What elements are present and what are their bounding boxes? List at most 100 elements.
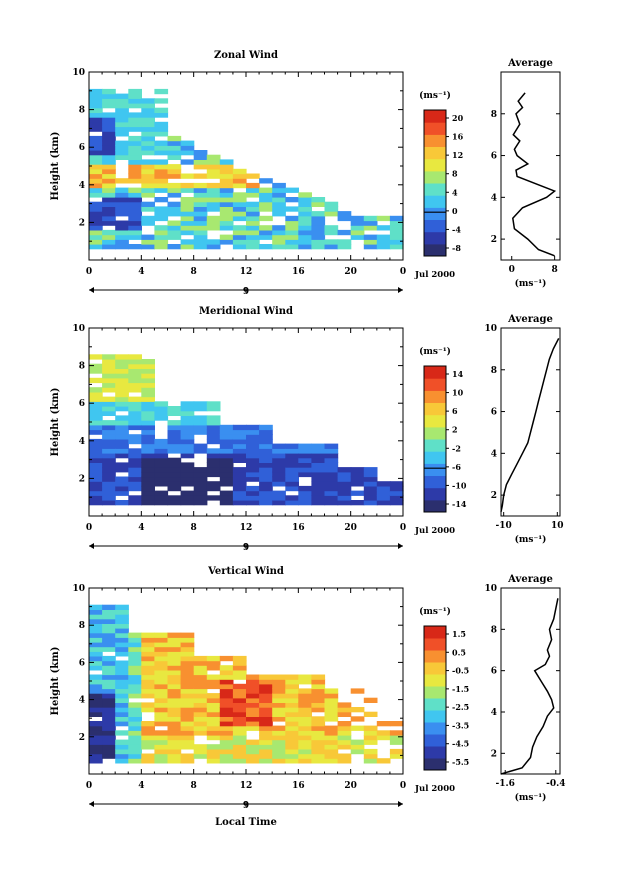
heatmap-cell	[311, 679, 326, 685]
heatmap-cell	[102, 721, 116, 727]
heatmap-cell	[102, 154, 116, 160]
heatmap-cell	[102, 725, 116, 731]
heatmap-cell	[259, 424, 273, 431]
profile-frame	[500, 71, 561, 261]
heatmap-cell	[389, 215, 404, 222]
heatmap-cell	[167, 173, 182, 179]
heatmap-cell	[167, 753, 182, 759]
heatmap-cell	[324, 457, 339, 463]
heatmap-cell	[193, 173, 208, 179]
profile-y-tick-label: 4	[491, 193, 497, 203]
heatmap-cell	[128, 415, 142, 421]
heatmap-cell	[89, 215, 103, 222]
heatmap-cell	[311, 457, 326, 463]
heatmap-cell	[285, 711, 299, 717]
heatmap-cell	[128, 410, 142, 416]
profile-panel: Average 2 4 6 8 10 -1.6 -0.4 (ms⁻¹)	[484, 574, 565, 803]
heatmap-cell	[180, 734, 195, 741]
profile-y-tick-label: 6	[491, 667, 497, 677]
heatmap-cell	[246, 429, 260, 435]
heatmap-cell	[219, 716, 234, 722]
heatmap-cell	[102, 623, 116, 629]
heatmap-cell	[102, 674, 116, 680]
heatmap-cell	[89, 150, 103, 156]
profile-frame	[500, 587, 561, 775]
heatmap-cell	[246, 211, 260, 217]
heatmap-cell	[154, 693, 169, 699]
profile-unit: (ms⁻¹)	[515, 278, 547, 289]
date-label: 9	[243, 287, 249, 297]
date-label: 9	[243, 543, 249, 553]
heatmap-cell	[128, 467, 142, 473]
colorbar-swatch	[424, 475, 446, 489]
heatmap-cell	[259, 443, 273, 449]
heatmap-cell	[115, 234, 129, 240]
heatmap-cell	[154, 490, 169, 496]
heatmap-cell	[219, 187, 234, 193]
heatmap-cell	[141, 702, 155, 708]
heatmap-cell	[193, 683, 208, 690]
heatmap-cell	[115, 373, 129, 379]
heatmap-cell	[219, 201, 234, 207]
heatmap-cell	[272, 448, 286, 454]
heatmap-cell	[324, 471, 339, 478]
heatmap-cell	[115, 753, 129, 759]
heatmap-cell	[141, 669, 155, 676]
heatmap-cell	[154, 197, 169, 203]
heatmap-cell	[219, 197, 234, 203]
colorbar-swatch	[424, 662, 446, 675]
heatmap-cell	[167, 145, 182, 151]
heatmap-cell	[167, 420, 182, 426]
colorbar-label: 2	[452, 425, 458, 435]
heatmap-cell	[193, 490, 208, 496]
heatmap-cell	[324, 485, 339, 492]
heatmap-cell	[89, 121, 103, 128]
heatmap-cell	[128, 234, 142, 240]
heatmap-cell	[298, 748, 312, 755]
y-axis-label: Height (km)	[50, 388, 61, 457]
heatmap-cell	[102, 697, 116, 703]
heatmap-cell	[154, 674, 169, 680]
heatmap-cell	[180, 415, 195, 421]
heatmap-cell	[193, 406, 208, 412]
heatmap-cell	[128, 112, 142, 118]
heatmap-cell	[259, 683, 273, 690]
heatmap-cell	[272, 683, 286, 690]
heatmap-cell	[167, 744, 182, 750]
x-tick-label: 8	[191, 267, 197, 277]
heatmap-cell	[376, 758, 391, 764]
heatmap-cell	[246, 753, 260, 759]
heatmap-cell	[193, 688, 208, 694]
heatmap-cell	[102, 382, 116, 388]
heatmap-cell	[193, 229, 208, 236]
heatmap-cell	[206, 744, 221, 750]
heatmap-cell	[141, 178, 155, 184]
heatmap-cell	[337, 471, 352, 478]
panel-2: Meridional Wind 2 4 6 8 10 0 4 8 12 16 20 0 Height (k…	[50, 306, 564, 553]
heatmap-cell	[206, 660, 221, 666]
heatmap-cell	[350, 707, 365, 713]
colorbar-swatch	[424, 710, 446, 723]
x-tick-label: 16	[292, 523, 305, 533]
heatmap-cell	[246, 453, 260, 459]
heatmap-cell	[128, 145, 142, 151]
heatmap-cell	[246, 467, 260, 473]
heatmap-cell	[311, 476, 326, 482]
heatmap-cell	[259, 187, 273, 193]
heatmap-cell	[389, 490, 404, 496]
heatmap-cell	[298, 244, 312, 250]
heatmap-cell	[115, 434, 129, 440]
heatmap-cell	[272, 453, 286, 459]
heatmap-cell	[102, 197, 116, 203]
heatmap-cell	[324, 688, 339, 694]
heatmap-cell	[180, 721, 195, 727]
heatmap-cell	[102, 98, 116, 104]
heatmap-cell	[298, 229, 312, 236]
heatmap-cell	[89, 739, 103, 745]
heatmap-cell	[363, 697, 378, 703]
heatmap-cell	[259, 215, 273, 222]
heatmap-cell	[115, 131, 129, 137]
heatmap-cell	[141, 420, 155, 426]
heatmap-cell	[167, 665, 182, 671]
heatmap-cell	[285, 495, 299, 501]
